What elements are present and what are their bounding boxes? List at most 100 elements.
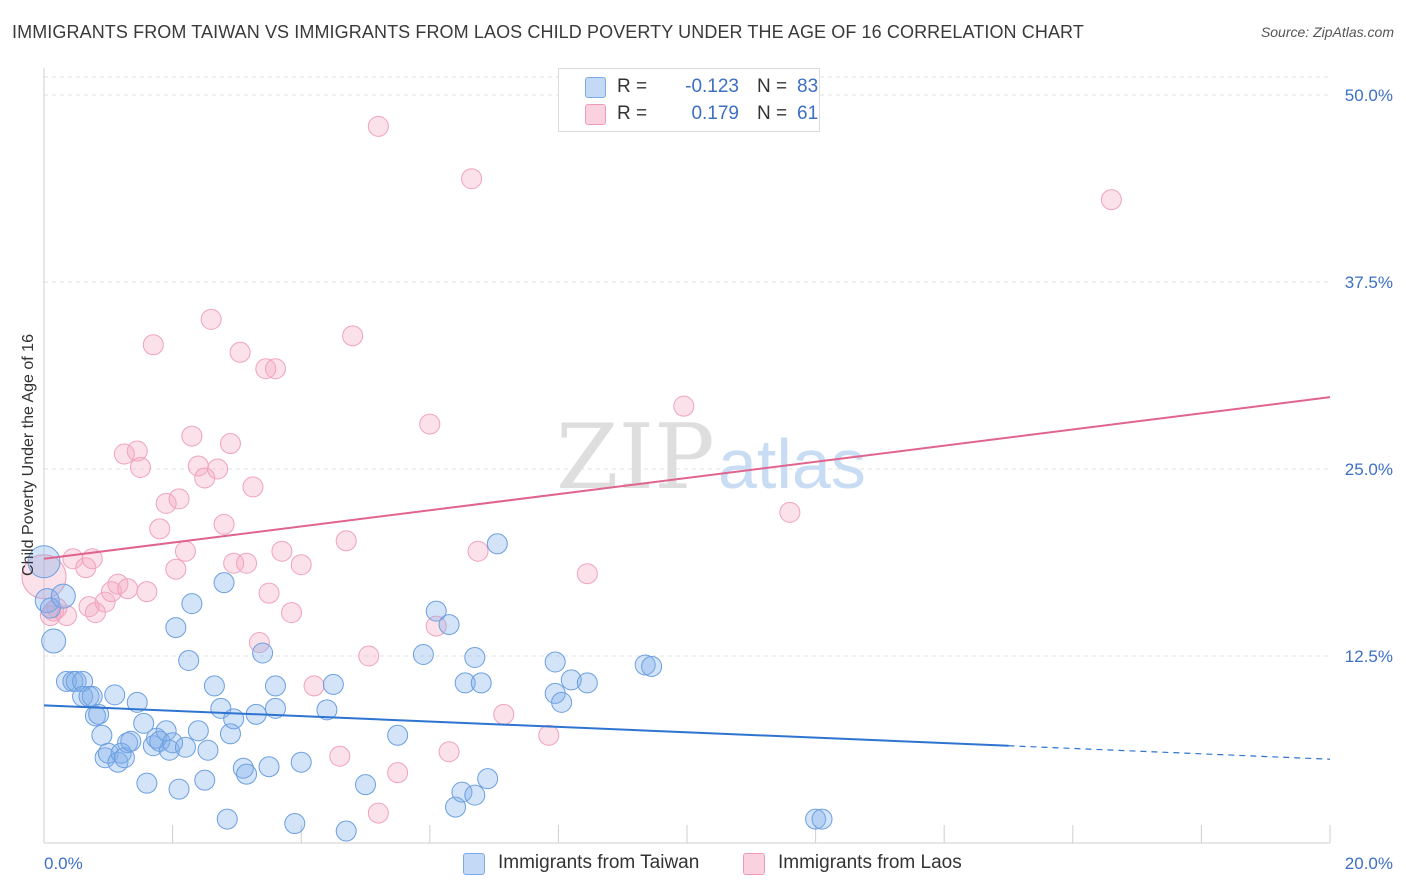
laos-point-16 bbox=[129, 456, 151, 478]
laos-point-27 bbox=[200, 308, 222, 330]
taiwan-legend-swatch bbox=[463, 853, 485, 875]
y-tick-label-0: 12.5% bbox=[1345, 647, 1393, 666]
taiwan-point-56 bbox=[322, 673, 344, 695]
laos-point-52 bbox=[438, 741, 460, 763]
taiwan-trendline bbox=[43, 704, 1009, 747]
taiwan-point-76 bbox=[634, 654, 656, 676]
laos-point-50 bbox=[419, 413, 441, 435]
taiwan-point-58 bbox=[355, 774, 376, 796]
taiwan-point-55 bbox=[316, 699, 338, 721]
watermark-zip: ZIP bbox=[556, 405, 715, 510]
taiwan-r-label: R = bbox=[617, 76, 648, 97]
taiwan-point-57 bbox=[335, 820, 357, 842]
taiwan-point-51 bbox=[264, 697, 286, 719]
taiwan-legend-label: Immigrants from Taiwan bbox=[498, 852, 700, 873]
taiwan-swatch bbox=[585, 77, 606, 98]
laos-point-29 bbox=[213, 513, 235, 535]
taiwan-point-1 bbox=[34, 588, 60, 614]
laos-point-22 bbox=[168, 488, 190, 510]
taiwan-point-42 bbox=[213, 572, 235, 594]
laos-point-13 bbox=[113, 443, 135, 465]
taiwan-point-67 bbox=[464, 784, 486, 806]
laos-point-17 bbox=[136, 581, 158, 603]
laos-point-40 bbox=[281, 602, 303, 624]
taiwan-point-66 bbox=[464, 646, 486, 668]
laos-r-label: R = bbox=[617, 103, 648, 124]
taiwan-point-53 bbox=[284, 813, 306, 835]
taiwan-point-73 bbox=[551, 691, 573, 713]
laos-point-57 bbox=[576, 563, 598, 585]
laos-r-value: 0.179 bbox=[691, 103, 739, 124]
laos-points bbox=[21, 115, 1122, 824]
laos-point-42 bbox=[303, 675, 325, 697]
x-tick-label-max: 20.0% bbox=[1345, 854, 1393, 873]
taiwan-point-68 bbox=[470, 672, 492, 694]
laos-point-56 bbox=[538, 724, 560, 746]
laos-point-60 bbox=[1100, 189, 1122, 211]
taiwan-point-17 bbox=[104, 684, 126, 706]
trendlines bbox=[43, 396, 1331, 760]
taiwan-point-52 bbox=[264, 675, 286, 697]
laos-n-label: N = bbox=[757, 103, 788, 124]
laos-point-14 bbox=[117, 578, 139, 600]
taiwan-point-14 bbox=[91, 724, 113, 746]
taiwan-point-33 bbox=[168, 778, 190, 800]
taiwan-point-13 bbox=[88, 703, 110, 725]
laos-point-44 bbox=[335, 530, 357, 552]
taiwan-point-4 bbox=[50, 583, 76, 609]
laos-point-10 bbox=[94, 591, 116, 613]
taiwan-point-43 bbox=[216, 808, 238, 830]
laos-point-37 bbox=[258, 582, 280, 604]
taiwan-point-77 bbox=[641, 655, 663, 677]
taiwan-point-49 bbox=[252, 642, 274, 664]
taiwan-point-38 bbox=[194, 769, 216, 791]
taiwan-point-0 bbox=[27, 545, 61, 579]
taiwan-point-79 bbox=[811, 808, 833, 830]
laos-point-59 bbox=[779, 501, 801, 523]
taiwan-point-75 bbox=[576, 672, 598, 694]
taiwan-point-39 bbox=[197, 739, 219, 761]
taiwan-point-47 bbox=[236, 763, 258, 785]
y-tick-label-3: 50.0% bbox=[1345, 86, 1393, 105]
taiwan-point-40 bbox=[203, 675, 225, 697]
laos-point-58 bbox=[673, 395, 695, 417]
taiwan-point-11 bbox=[81, 685, 103, 707]
taiwan-point-59 bbox=[387, 724, 409, 746]
source-label: Source: ZipAtlas.com bbox=[1260, 24, 1394, 40]
taiwan-point-61 bbox=[425, 600, 447, 622]
laos-point-28 bbox=[207, 458, 229, 480]
x-tick-label-min: 0.0% bbox=[44, 854, 83, 873]
taiwan-n-value: 83 bbox=[797, 76, 819, 97]
taiwan-point-64 bbox=[451, 781, 473, 803]
taiwan-point-23 bbox=[126, 691, 148, 713]
taiwan-point-54 bbox=[290, 751, 312, 773]
laos-point-21 bbox=[165, 558, 187, 580]
taiwan-point-37 bbox=[187, 720, 209, 742]
taiwan-r-value: -0.123 bbox=[685, 76, 739, 97]
laos-point-43 bbox=[329, 745, 351, 767]
taiwan-n-label: N = bbox=[757, 76, 788, 97]
laos-point-54 bbox=[467, 540, 489, 562]
taiwan-point-35 bbox=[178, 649, 200, 671]
laos-point-46 bbox=[358, 645, 380, 667]
taiwan-point-22 bbox=[120, 730, 142, 752]
y-tick-labels: 12.5% 25.0% 37.5% 50.0% bbox=[1345, 86, 1393, 666]
stats-legend: R = -0.123 N = 83 R = 0.179 N = 61 bbox=[558, 68, 820, 132]
taiwan-point-45 bbox=[223, 708, 245, 730]
laos-point-12 bbox=[107, 573, 129, 595]
taiwan-point-25 bbox=[136, 772, 158, 794]
y-axis-title: Child Poverty Under the Age of 16 bbox=[20, 334, 37, 576]
taiwan-trendline-extension bbox=[1008, 745, 1331, 760]
taiwan-point-78 bbox=[805, 808, 827, 830]
taiwan-point-70 bbox=[486, 533, 508, 555]
laos-point-39 bbox=[271, 540, 293, 562]
taiwan-points bbox=[27, 533, 833, 842]
laos-point-49 bbox=[387, 762, 409, 784]
taiwan-point-60 bbox=[412, 643, 434, 665]
taiwan-point-69 bbox=[477, 768, 499, 790]
laos-point-45 bbox=[342, 325, 364, 347]
taiwan-point-46 bbox=[232, 757, 254, 779]
taiwan-point-32 bbox=[165, 617, 187, 639]
axes bbox=[43, 68, 1331, 844]
chart-title: IMMIGRANTS FROM TAIWAN VS IMMIGRANTS FRO… bbox=[12, 22, 1084, 42]
